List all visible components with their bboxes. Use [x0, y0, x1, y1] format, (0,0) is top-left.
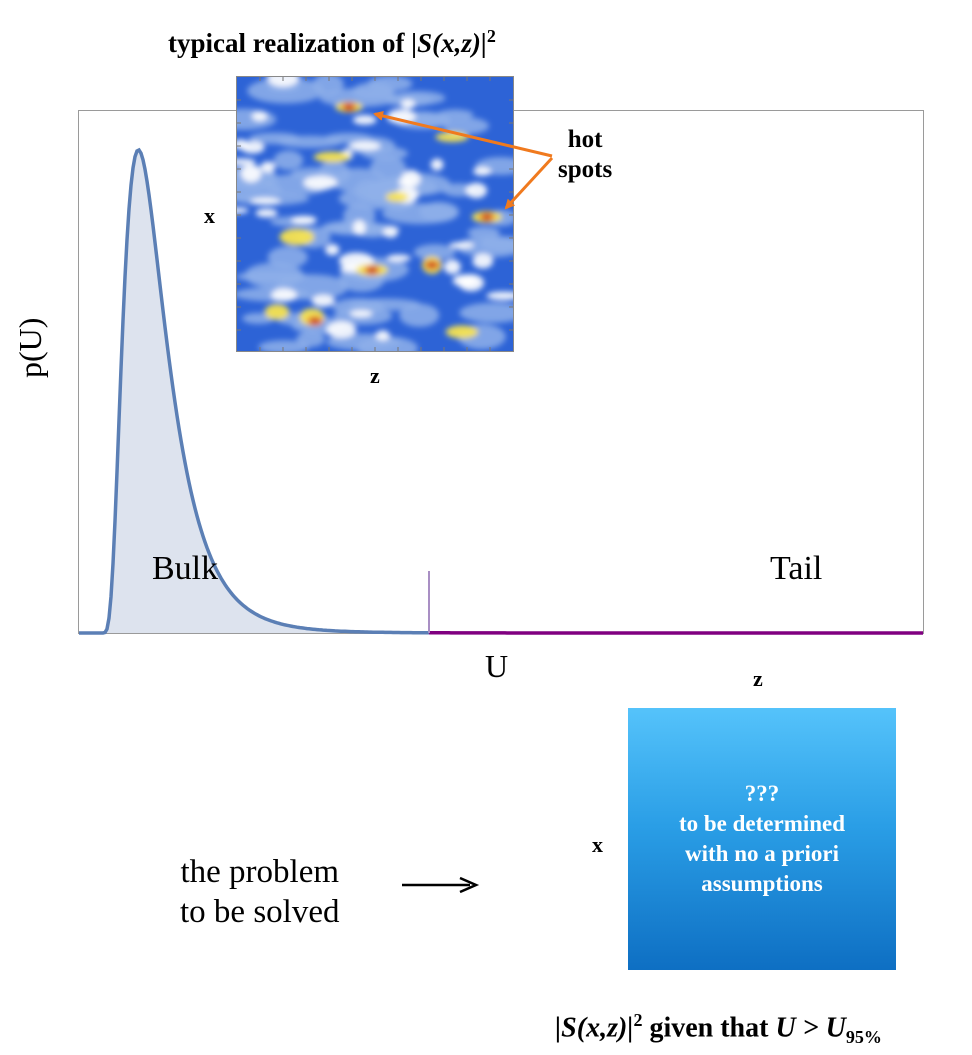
- caption-condition: U > U: [775, 1012, 846, 1044]
- bulk-label: Bulk: [152, 550, 219, 587]
- problem-line1: the problem: [180, 854, 340, 890]
- result-line1: ???: [744, 781, 780, 806]
- heatmap-x-label: x: [204, 203, 215, 228]
- inset-title-power: 2: [486, 26, 496, 46]
- inset-title: typical realization of |S(x,z)|2: [168, 26, 496, 59]
- hot-spots-label: hot spots: [558, 125, 612, 185]
- heatmap-z-label: z: [370, 363, 380, 388]
- tail-label: Tail: [770, 550, 823, 587]
- hot-label-line1: hot: [567, 126, 603, 153]
- result-line4: assumptions: [701, 871, 823, 896]
- unknown-result-box: ??? to be determined with no a priori as…: [628, 708, 896, 970]
- result-line2: to be determined: [678, 811, 846, 836]
- inset-title-expr: |S(x,z)|: [411, 28, 487, 58]
- bulk-curve: [79, 147, 429, 635]
- inset-title-prefix: typical realization of: [168, 28, 412, 58]
- arrow-to-top-hotspot: [373, 110, 553, 158]
- caption-power: 2: [633, 1010, 643, 1030]
- problem-label: the problem to be solved: [180, 852, 339, 932]
- x-axis-label: U: [485, 648, 509, 684]
- arrow-to-right-hotspot: [504, 156, 554, 210]
- caption-middle: given that: [642, 1012, 776, 1044]
- problem-line2: to be solved: [180, 894, 340, 930]
- caption-expr: |S(x,z)|: [555, 1012, 634, 1044]
- result-line3: with no a priori: [685, 841, 839, 866]
- bulk-fill-area: [79, 150, 429, 633]
- result-x-label: x: [592, 832, 603, 857]
- result-z-label: z: [753, 666, 763, 691]
- hot-label-line2: spots: [558, 156, 613, 183]
- bottom-caption: |S(x,z)|2 given that U > U95%: [555, 1010, 882, 1048]
- caption-subscript: 95%: [845, 1026, 882, 1047]
- heatmap-inset: [211, 68, 527, 360]
- heatmap-image: [211, 68, 527, 360]
- problem-arrow: [402, 876, 480, 894]
